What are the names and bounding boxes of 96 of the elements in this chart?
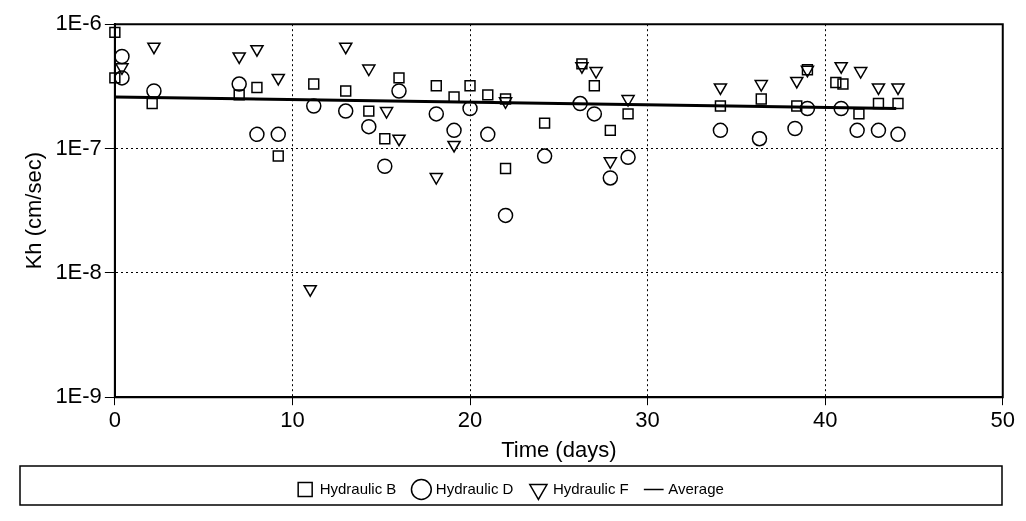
x-tick-label: 20	[457, 407, 483, 433]
point	[498, 97, 513, 110]
point	[834, 61, 848, 74]
point	[464, 80, 476, 92]
x-tick-label: 0	[108, 407, 121, 433]
point	[712, 122, 729, 139]
point	[849, 122, 865, 139]
point	[377, 158, 393, 175]
point	[338, 42, 353, 55]
point	[361, 118, 377, 135]
point	[751, 130, 768, 147]
point	[536, 148, 553, 164]
x-tick-label: 50	[990, 407, 1016, 433]
point	[337, 103, 354, 119]
point	[272, 150, 284, 162]
point	[755, 93, 767, 105]
point	[428, 106, 445, 122]
point	[232, 52, 246, 65]
point	[588, 80, 601, 92]
point	[853, 66, 868, 79]
point	[890, 126, 906, 143]
point	[115, 63, 129, 76]
legend-label: Hydraulic F	[552, 479, 629, 497]
point	[109, 26, 121, 39]
point	[306, 98, 322, 114]
point	[572, 95, 588, 112]
point	[146, 97, 158, 110]
y-axis-title: Kh (cm/sec)	[21, 152, 47, 270]
point	[620, 149, 636, 166]
point	[429, 172, 444, 185]
point	[271, 73, 286, 86]
point	[379, 132, 391, 145]
point	[308, 78, 320, 90]
point	[362, 64, 376, 77]
point	[480, 126, 496, 143]
point	[830, 76, 842, 89]
point	[393, 72, 405, 84]
point	[589, 66, 603, 79]
point	[340, 85, 352, 97]
point	[379, 106, 394, 119]
point	[870, 122, 887, 139]
y-tick-label: 1E-8	[55, 258, 102, 284]
point	[114, 70, 130, 86]
x-tick-label: 10	[280, 407, 305, 433]
point	[891, 83, 905, 96]
point	[446, 122, 462, 139]
point	[799, 100, 816, 117]
point	[499, 93, 512, 105]
point	[754, 79, 769, 92]
point	[499, 162, 512, 175]
x-tick-label: 40	[812, 407, 838, 433]
point	[872, 97, 885, 110]
point	[147, 42, 161, 55]
point	[303, 284, 318, 297]
point	[604, 124, 617, 137]
point	[892, 97, 904, 110]
point	[576, 58, 588, 70]
y-tick-label: 1E-7	[55, 134, 102, 160]
point	[391, 83, 407, 99]
point	[109, 72, 121, 84]
point	[575, 61, 589, 74]
legend-label: Hydraulic D	[435, 479, 514, 497]
point	[114, 48, 130, 65]
point	[482, 89, 494, 101]
point	[853, 108, 865, 120]
point	[714, 100, 727, 112]
legend-label: Average	[668, 479, 724, 497]
point	[497, 207, 514, 224]
point	[249, 126, 265, 143]
point	[392, 134, 406, 147]
legend-label: Hydraulic B	[319, 479, 397, 497]
point	[231, 76, 247, 92]
point	[787, 120, 803, 137]
point	[871, 83, 886, 96]
point	[586, 106, 603, 122]
y-tick-label: 1E-9	[55, 383, 102, 409]
point	[146, 83, 162, 99]
point	[538, 117, 551, 129]
point	[363, 105, 375, 117]
point	[603, 157, 618, 170]
point	[622, 108, 634, 120]
y-tick-label: 1E-6	[55, 10, 102, 36]
point	[791, 100, 803, 112]
point	[789, 76, 804, 89]
x-axis-title: Time (days)	[501, 436, 617, 462]
point	[713, 83, 728, 96]
point	[837, 78, 849, 90]
point	[447, 140, 461, 153]
point	[621, 94, 635, 107]
point	[270, 126, 286, 143]
point	[833, 100, 849, 117]
point	[250, 44, 264, 57]
x-tick-label: 30	[635, 407, 660, 433]
point	[251, 81, 263, 94]
point	[430, 80, 442, 92]
point	[602, 170, 619, 186]
